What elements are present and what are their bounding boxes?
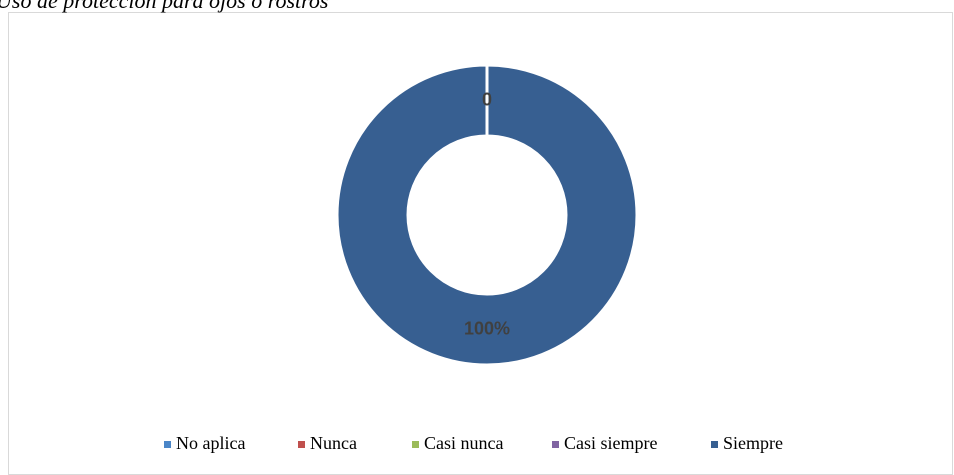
legend-swatch bbox=[298, 441, 305, 448]
data-label: 0 bbox=[482, 89, 492, 109]
chart-title: Uso de protección para ojos o rostros bbox=[0, 0, 328, 13]
legend-swatch bbox=[164, 441, 171, 448]
legend-label: Casi siempre bbox=[564, 433, 657, 453]
data-label: 100% bbox=[464, 318, 510, 338]
legend-label: Nunca bbox=[310, 433, 357, 453]
legend-label: Casi nunca bbox=[424, 433, 503, 453]
legend-swatch bbox=[552, 441, 559, 448]
legend-label: Siempre bbox=[723, 433, 783, 453]
donut-segment bbox=[335, 63, 639, 367]
legend-swatch bbox=[711, 441, 718, 448]
legend-label: No aplica bbox=[176, 433, 245, 453]
legend-swatch bbox=[412, 441, 419, 448]
